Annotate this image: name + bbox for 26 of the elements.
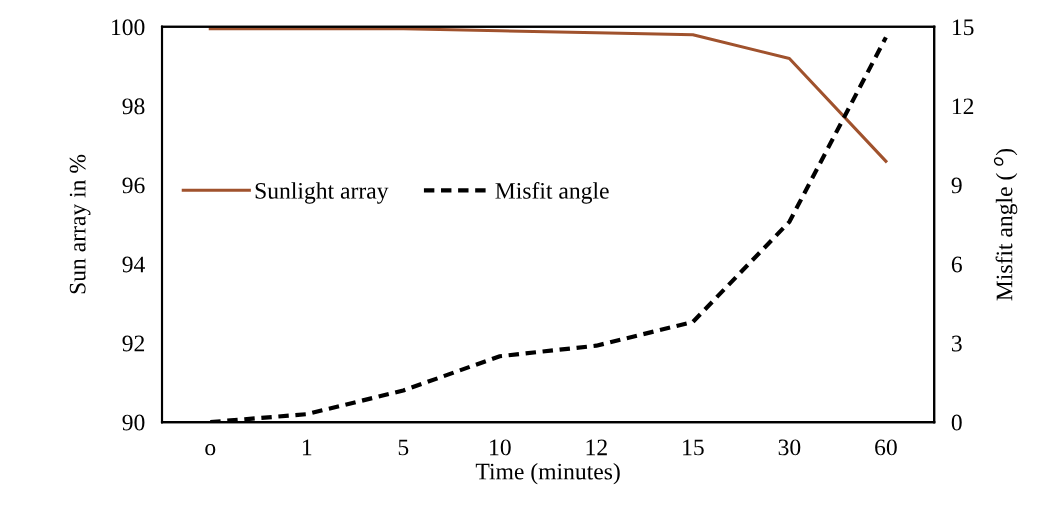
x-tick-label: 12 bbox=[586, 439, 607, 456]
x-tick-label: 5 bbox=[398, 439, 409, 456]
y-tick-label: 98 bbox=[122, 98, 145, 115]
x-tick-label: 15 bbox=[683, 439, 704, 456]
y2-tick-label: 3 bbox=[951, 335, 962, 352]
y2-tick-label: 6 bbox=[951, 256, 962, 273]
y2-tick-label: 12 bbox=[952, 98, 974, 115]
y-tick-label: 100 bbox=[112, 19, 145, 36]
x-tick-label: 1 bbox=[302, 439, 312, 456]
y2-tick-label: 15 bbox=[952, 19, 974, 36]
y2-tick-label: 9 bbox=[951, 177, 962, 194]
legend-label: Sunlight array bbox=[255, 182, 389, 204]
x-tick-label: o bbox=[205, 444, 216, 456]
x-tick-label: 10 bbox=[490, 439, 511, 456]
y2-axis-title: Misfit angle ( $^{o}$) bbox=[993, 148, 1018, 301]
x-axis-title: Time (minutes) bbox=[475, 462, 620, 485]
y2-tick-label: 0 bbox=[951, 414, 962, 431]
y-tick-label: 96 bbox=[122, 177, 145, 194]
y-axis-title: Sun array in % bbox=[69, 154, 91, 294]
x-tick-label: 60 bbox=[875, 439, 897, 456]
y-tick-label: 92 bbox=[122, 335, 145, 352]
x-tick-label: 30 bbox=[778, 439, 801, 456]
line-series bbox=[208, 27, 888, 163]
y-tick-label: 94 bbox=[122, 256, 145, 273]
y-tick-label: 90 bbox=[122, 414, 145, 431]
legend-label: Misfit angle bbox=[495, 181, 609, 204]
